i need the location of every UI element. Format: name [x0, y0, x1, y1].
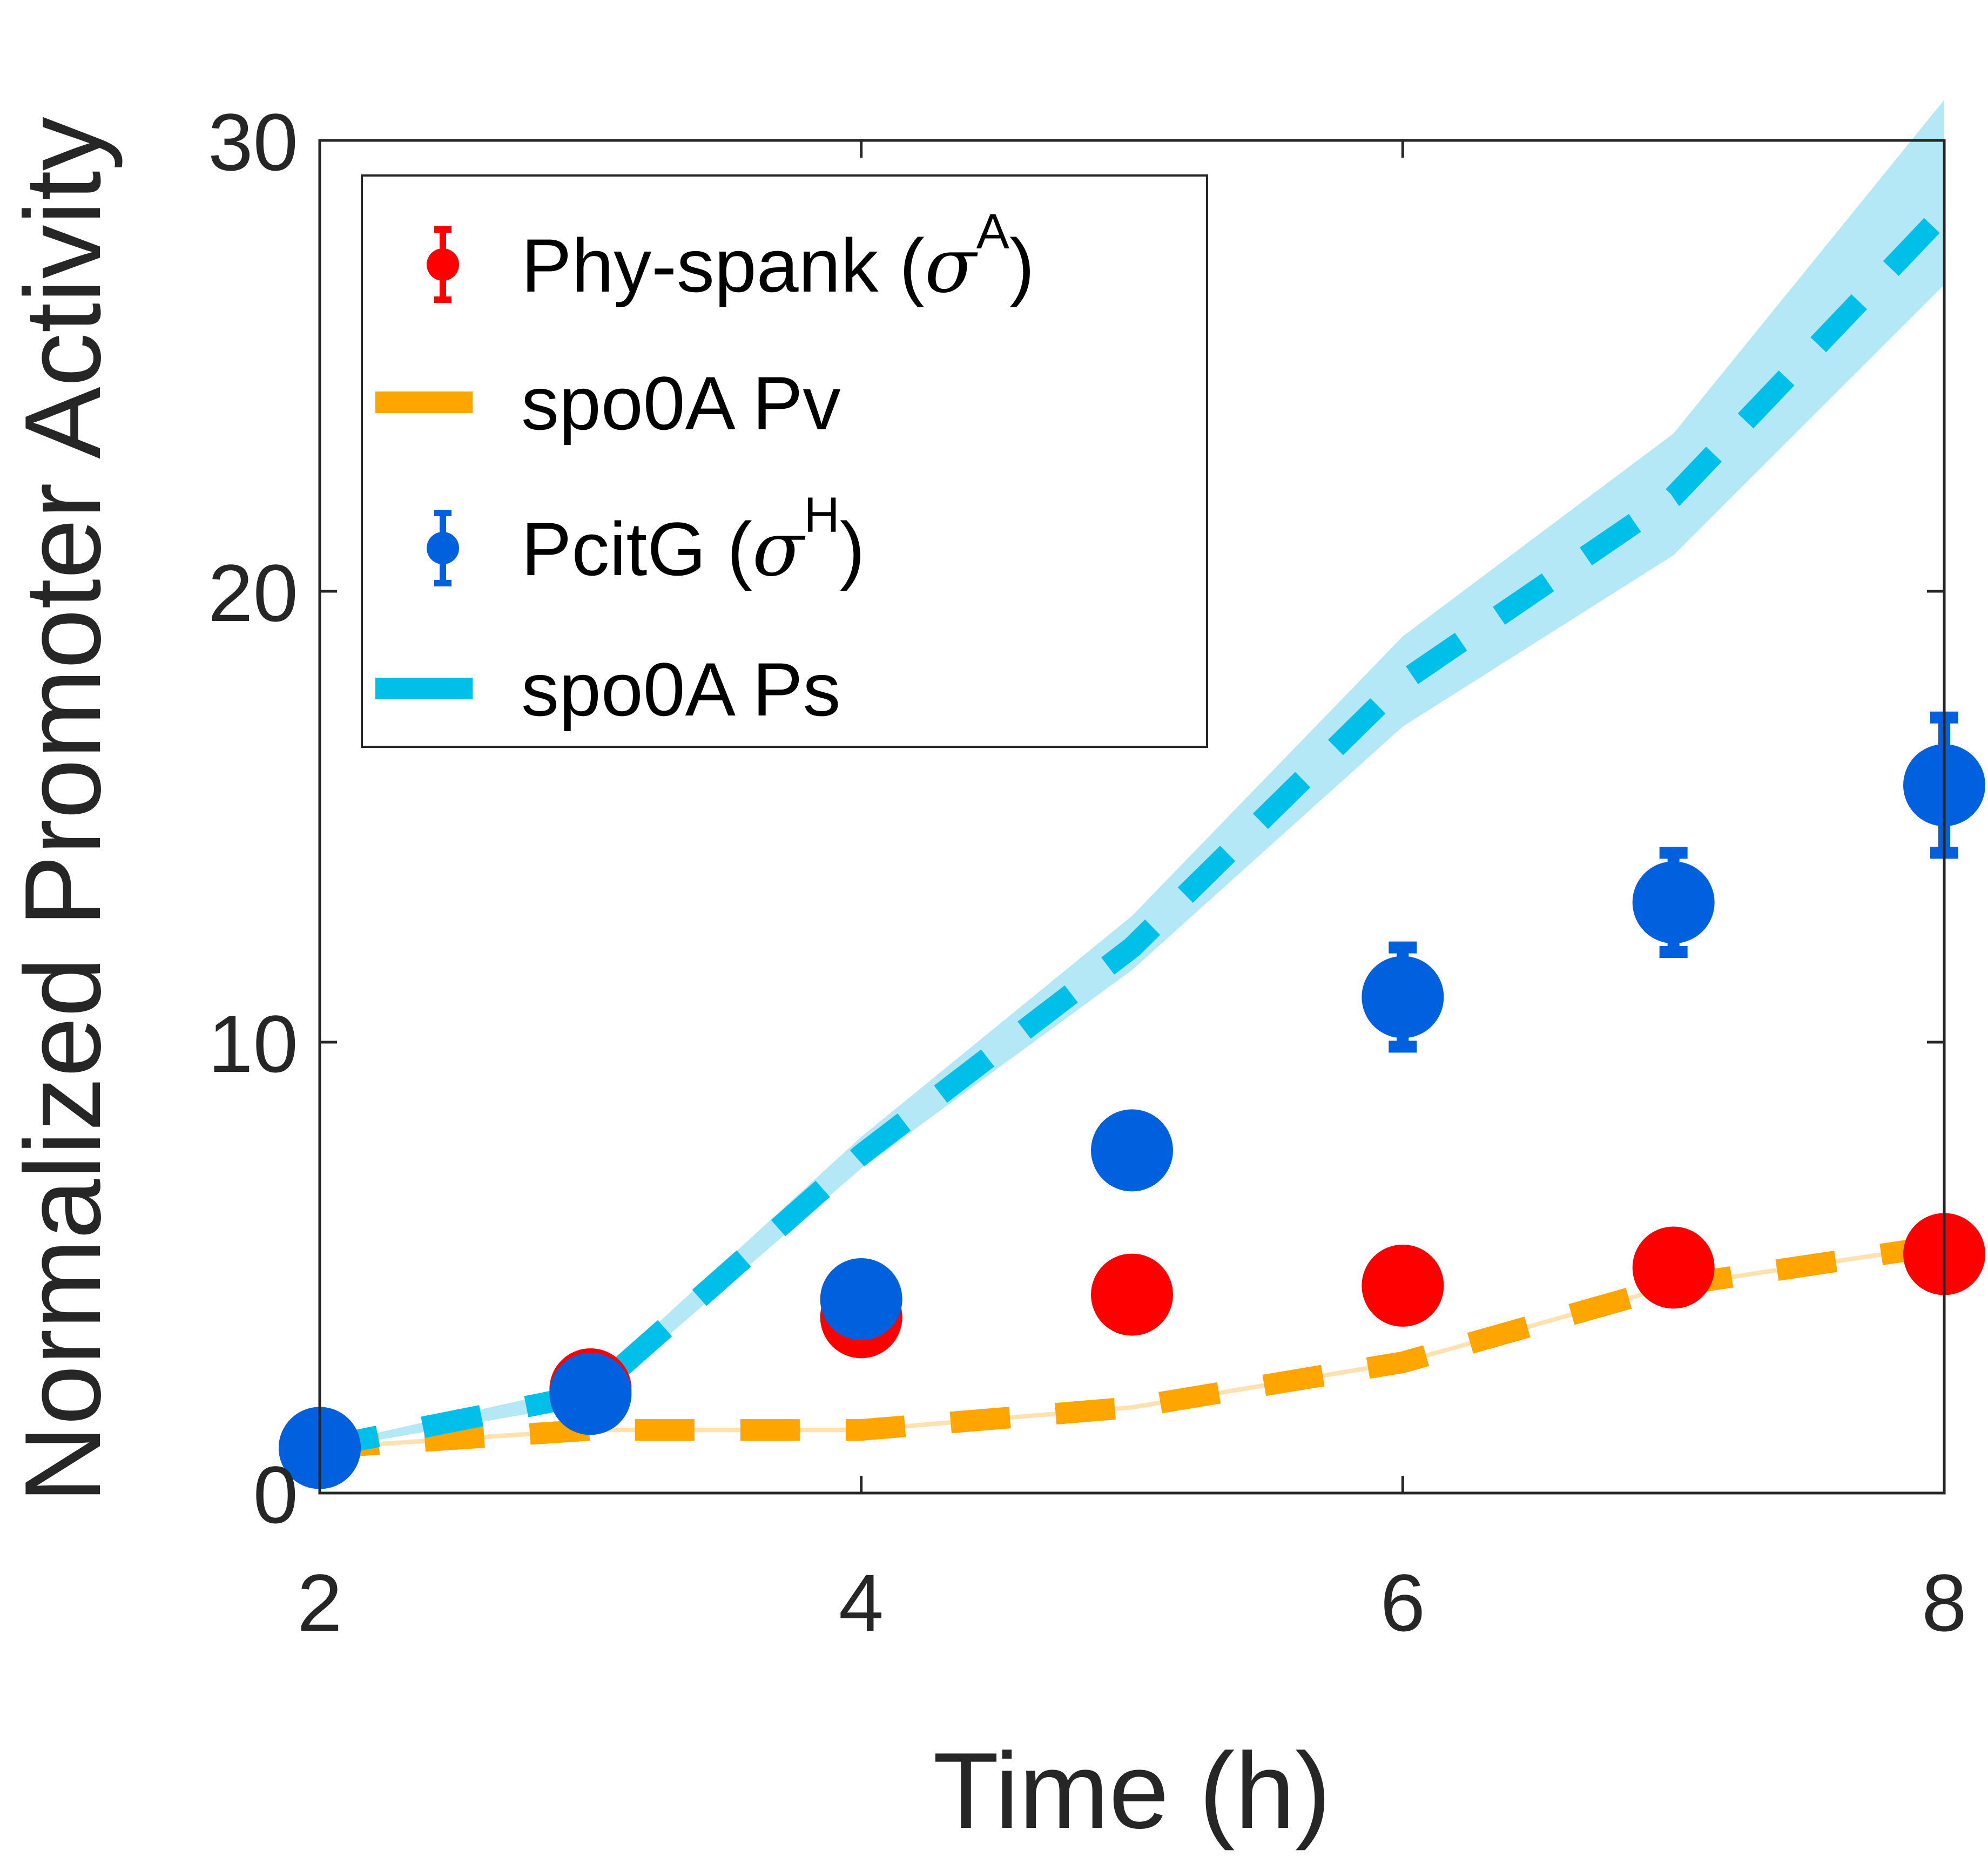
x-tick-label-0: 2: [297, 1557, 342, 1648]
legend-sigma-0: A: [976, 204, 1010, 259]
legend-label-0: Phy-spank (σA): [521, 204, 1035, 310]
plot-frame: [318, 139, 1946, 1495]
legend-box: [361, 174, 1208, 748]
legend-label-2: PcitG (σH): [521, 488, 865, 593]
legend-label-1: spo0A Pv: [521, 361, 841, 445]
axis-tick-labels: 2 4 6 8 0 10 20 30: [208, 97, 1967, 1648]
x-tick-label-3: 8: [1922, 1557, 1966, 1648]
y-tick-label-2: 20: [208, 548, 298, 638]
marker-2-1: [549, 1353, 632, 1435]
y-tick-label-1: 10: [208, 998, 298, 1089]
x-tick-label-2: 6: [1380, 1557, 1425, 1648]
marker-2-5: [1632, 861, 1715, 944]
series-markers: [279, 711, 1985, 1489]
x-tick-label-1: 4: [839, 1557, 884, 1648]
y-tick-label-0: 0: [253, 1449, 298, 1540]
marker-2-3: [1091, 1109, 1173, 1192]
y-tick-label-3: 30: [208, 97, 298, 187]
legend-name-2: PcitG: [521, 507, 706, 591]
marker-2-4: [1362, 956, 1444, 1038]
legend-marker-0: [427, 248, 459, 281]
legend-label-3: spo0A Ps: [521, 647, 841, 732]
legend-name-0: Phy-spank: [521, 223, 879, 308]
x-axis-label: Time (h): [933, 1731, 1331, 1851]
series-line-3: [318, 205, 1952, 1459]
legend-name-3: spo0A Ps: [521, 647, 841, 732]
axis-ticks: [318, 139, 1946, 1495]
legend: Phy-spank (σA) spo0A Pv PcitG (σH) spo0A Ps: [361, 174, 1208, 748]
marker-0-3: [1091, 1253, 1173, 1336]
y-axis-label: Normalized Promoter Activity: [3, 117, 123, 1503]
legend-sigma-2: H: [804, 488, 839, 543]
marker-0-4: [1362, 1244, 1444, 1327]
legend-marker-2: [427, 532, 459, 564]
legend-name-1: spo0A Pv: [521, 361, 841, 445]
marker-0-5: [1632, 1226, 1715, 1309]
marker-2-2: [820, 1258, 902, 1340]
